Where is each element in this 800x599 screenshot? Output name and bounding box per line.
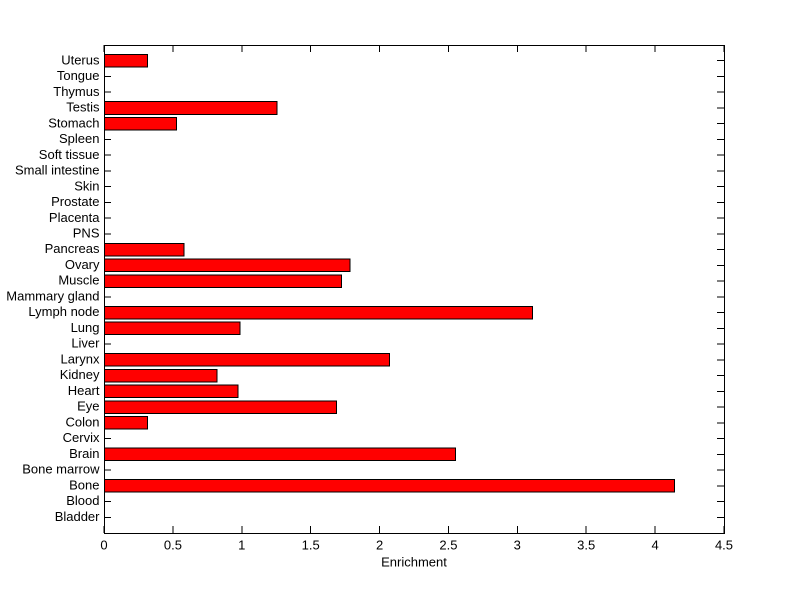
svg-text:3: 3 (514, 538, 521, 553)
svg-text:Small intestine: Small intestine (15, 163, 100, 178)
svg-text:Soft tissue: Soft tissue (39, 147, 100, 162)
svg-text:Thymus: Thymus (53, 84, 100, 99)
svg-text:Prostate: Prostate (51, 194, 99, 209)
svg-text:Kidney: Kidney (60, 367, 100, 382)
svg-text:Placenta: Placenta (49, 210, 100, 225)
svg-text:4: 4 (651, 538, 658, 553)
svg-text:Spleen: Spleen (59, 131, 99, 146)
svg-text:PNS: PNS (73, 226, 100, 241)
svg-text:Lung: Lung (71, 320, 100, 335)
svg-text:Uterus: Uterus (61, 52, 100, 67)
svg-text:Mammary gland: Mammary gland (6, 289, 99, 304)
svg-text:Blood: Blood (66, 493, 99, 508)
svg-text:Colon: Colon (66, 414, 100, 429)
svg-text:Stomach: Stomach (48, 115, 99, 130)
svg-text:Pancreas: Pancreas (45, 241, 100, 256)
svg-text:Testis: Testis (66, 100, 100, 115)
svg-text:1: 1 (238, 538, 245, 553)
svg-text:Bladder: Bladder (55, 509, 100, 524)
svg-text:4.5: 4.5 (715, 538, 733, 553)
svg-text:Brain: Brain (69, 446, 99, 461)
svg-text:Heart: Heart (68, 383, 100, 398)
svg-text:Lymph node: Lymph node (28, 304, 99, 319)
svg-text:Enrichment: Enrichment (381, 555, 447, 570)
svg-text:1.5: 1.5 (302, 538, 320, 553)
svg-text:Bone marrow: Bone marrow (22, 462, 100, 477)
svg-text:Tongue: Tongue (57, 68, 100, 83)
svg-text:3.5: 3.5 (577, 538, 595, 553)
svg-text:Muscle: Muscle (58, 273, 99, 288)
svg-text:Ovary: Ovary (65, 257, 100, 272)
svg-text:Liver: Liver (71, 336, 100, 351)
svg-text:0.5: 0.5 (164, 538, 182, 553)
svg-text:Larynx: Larynx (60, 351, 100, 366)
svg-text:2.5: 2.5 (439, 538, 457, 553)
svg-text:2: 2 (376, 538, 383, 553)
svg-text:Cervix: Cervix (63, 430, 100, 445)
svg-text:0: 0 (100, 538, 107, 553)
svg-text:Bone: Bone (69, 477, 99, 492)
svg-text:Eye: Eye (77, 399, 99, 414)
svg-text:Skin: Skin (74, 178, 99, 193)
